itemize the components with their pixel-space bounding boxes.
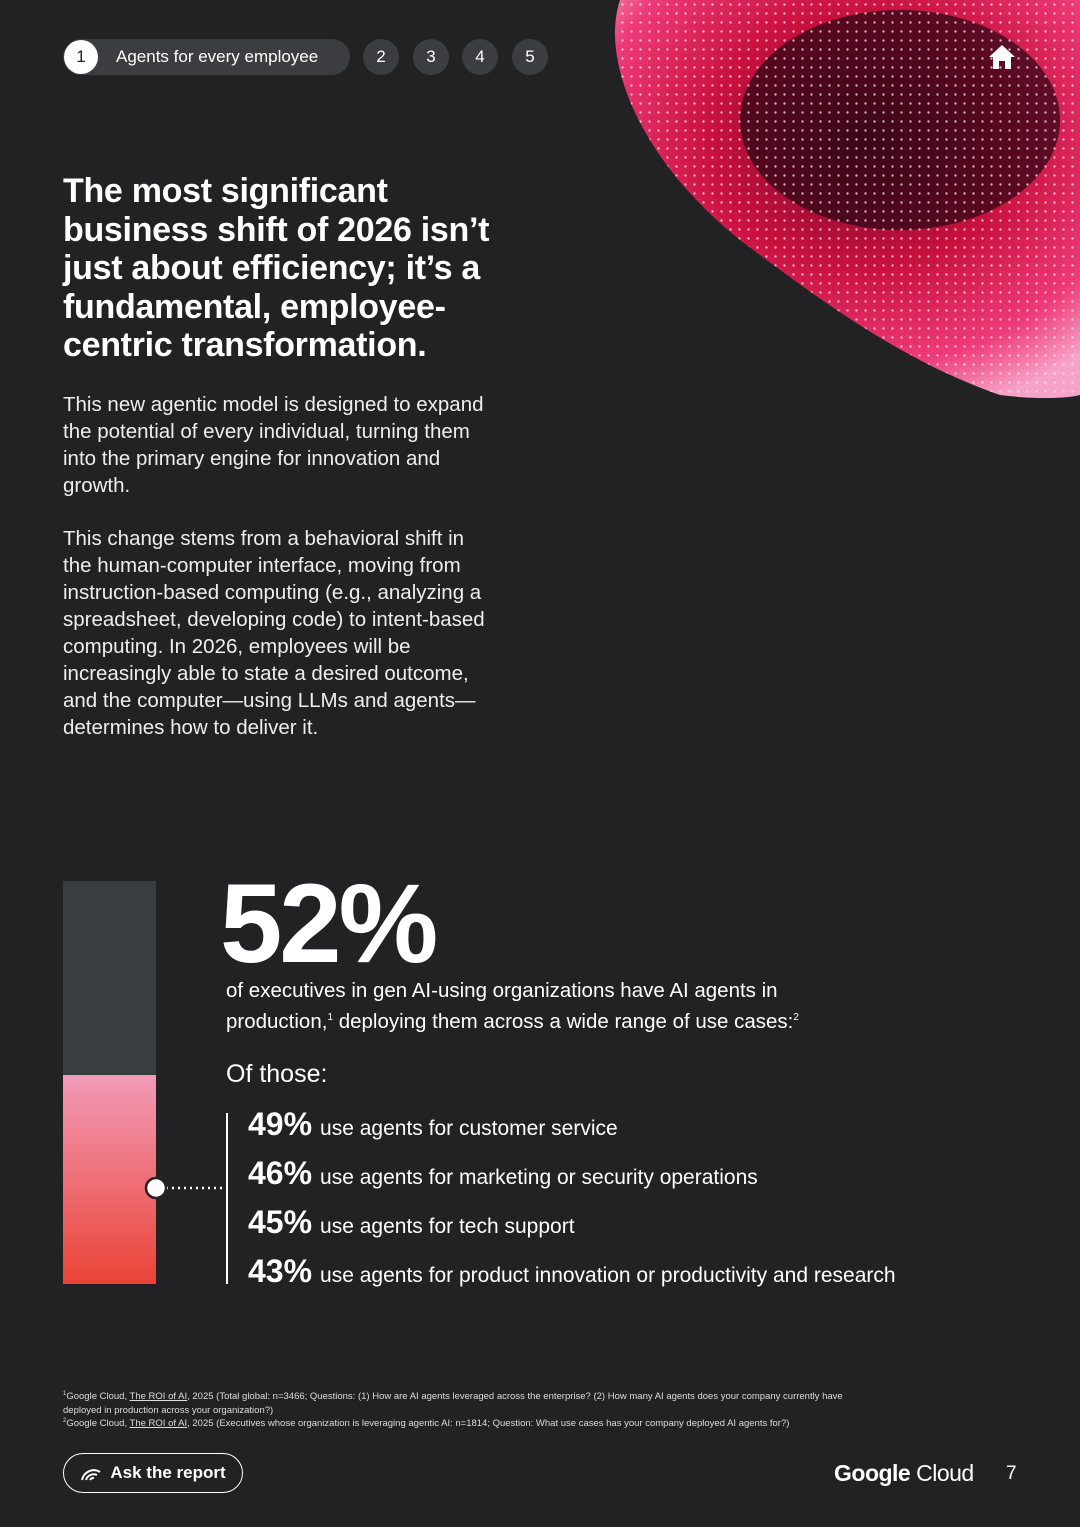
logo-text: Google xyxy=(834,1460,911,1486)
button-label: Ask the report xyxy=(110,1463,226,1482)
logo: Google Cloud xyxy=(834,1460,974,1487)
nav-number: 2 xyxy=(376,47,386,66)
nav-tab[interactable]: 1 Agents for every employee xyxy=(63,39,350,75)
link[interactable]: The ROI of AI xyxy=(129,1391,188,1402)
stat-item: 49% use agents for customer service xyxy=(248,1106,618,1143)
stat-item-value: 43% xyxy=(248,1253,313,1289)
nav-number: 1 xyxy=(64,40,98,74)
nav-label: Agents for every employee xyxy=(116,47,319,66)
text: Google Cloud, xyxy=(66,1391,130,1402)
nav-tab[interactable]: 2 xyxy=(363,39,399,75)
stat-item-text: use agents for marketing or security ope… xyxy=(320,1166,758,1189)
nav-tab[interactable]: 4 xyxy=(462,39,498,75)
headline: The most significant business shift of 2… xyxy=(63,172,490,364)
ask-button[interactable]: Ask the report xyxy=(63,1453,243,1493)
nav-number: 3 xyxy=(426,47,436,66)
footnote-ref: 2 xyxy=(793,1012,799,1023)
footnote-ref: 1 xyxy=(327,1012,333,1023)
decorative-blob xyxy=(615,0,1080,399)
stat-item: 46% use agents for marketing or security … xyxy=(248,1155,758,1192)
nav-number: 4 xyxy=(475,47,485,66)
stat-item-value: 49% xyxy=(248,1106,313,1142)
footnote-number: 1 xyxy=(63,1391,67,1397)
home-icon[interactable] xyxy=(987,43,1017,71)
stat-item-text: use agents for tech support xyxy=(320,1215,575,1238)
nav-tab[interactable]: 3 xyxy=(413,39,449,75)
text: deploying them across a wide range of us… xyxy=(333,1010,794,1033)
stat-description: of executives in gen AI-using organizati… xyxy=(226,977,866,1035)
stat-bar-graphic xyxy=(63,881,228,1284)
stat-item: 43% use agents for product innovation or … xyxy=(248,1253,896,1290)
stat-item-text: use agents for customer service xyxy=(320,1117,618,1140)
footnote: 1Google Cloud, The ROI of AI, 2025 (Tota… xyxy=(63,1388,863,1417)
page-number: 7 xyxy=(1006,1463,1017,1484)
link[interactable]: The ROI of AI xyxy=(129,1418,188,1429)
stat-item: 45% use agents for tech support xyxy=(248,1204,575,1241)
nav-tab[interactable]: 5 xyxy=(512,39,548,75)
stat-item-value: 46% xyxy=(248,1155,313,1191)
paragraph: This change stems from a behavioral shif… xyxy=(63,527,485,739)
text: , 2025 (Executives whose organization is… xyxy=(187,1418,790,1429)
stat-item-value: 45% xyxy=(248,1204,313,1240)
stat-value: 52% xyxy=(220,861,438,986)
text: , 2025 (Total global: n=3466; Questions:… xyxy=(63,1391,843,1416)
text: of executives in gen AI-using organizati… xyxy=(226,979,778,1033)
paragraph: This new agentic model is designed to ex… xyxy=(63,393,484,497)
logo-text: Cloud xyxy=(910,1460,974,1486)
footnote-number: 2 xyxy=(63,1418,67,1424)
subheading: Of those: xyxy=(226,1060,328,1088)
stat-item-text: use agents for product innovation or pro… xyxy=(320,1264,896,1287)
text: Google Cloud, xyxy=(66,1418,130,1429)
nav-number: 5 xyxy=(525,47,535,66)
button-icon xyxy=(81,1469,101,1481)
footnote: 2Google Cloud, The ROI of AI, 2025 (Exec… xyxy=(63,1415,863,1431)
